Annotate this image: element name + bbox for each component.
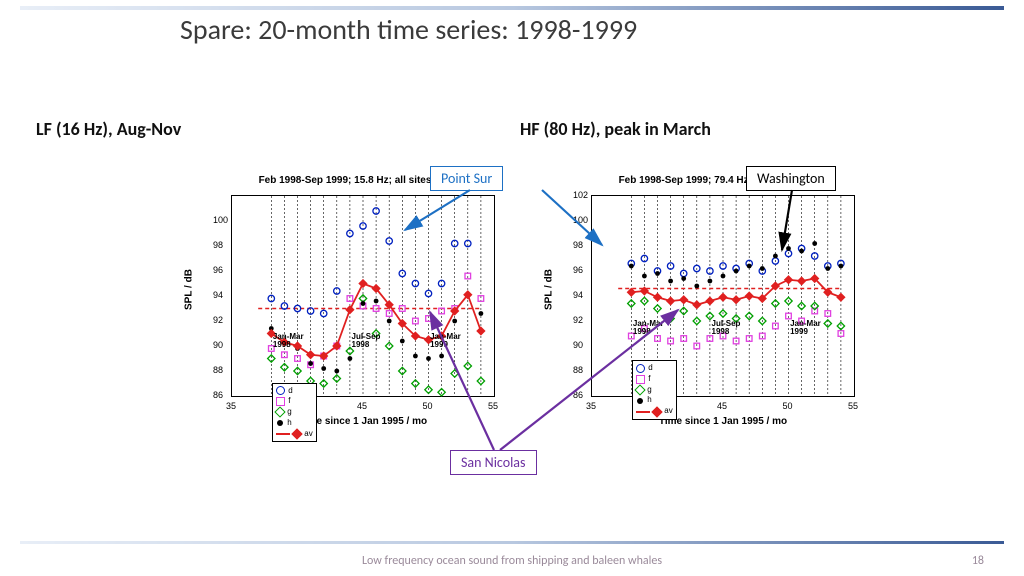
chart-lf-plot [231,195,495,397]
chart-legend: dfghav [272,383,316,443]
callout-washington: Washington [746,166,836,191]
subtitle-right: HF (80 Hz), peak in March [520,118,711,140]
chart-lf: Feb 1998-Sep 1999; 15.8 Hz; all sites SP… [195,195,495,425]
callout-point-sur: Point Sur [430,166,503,191]
footer-text: Low frequency ocean sound from shipping … [0,554,1024,568]
chart-legend: dfghav [632,360,676,420]
chart-hf-ylabel: SPL / dB [544,269,555,310]
page-number: 18 [972,554,984,568]
chart-hf: Feb 1998-Sep 1999; 79.4 Hz; all sites SP… [555,195,855,425]
chart-lf-ylabel: SPL / dB [184,269,195,310]
chart-lf-xlabel: Time since 1 Jan 1995 / mo [231,416,495,427]
subtitle-left: LF (16 Hz), Aug-Nov [36,118,181,140]
top-rule [20,6,1004,10]
callout-san-nicolas: San Nicolas [450,450,537,475]
callout-arrows [0,0,1024,576]
slide-title: Spare: 20-month time series: 1998-1999 [180,14,700,46]
chart-hf-xlabel: Time since 1 Jan 1995 / mo [591,416,855,427]
chart-hf-plot [591,195,855,397]
bottom-rule [20,541,1004,544]
